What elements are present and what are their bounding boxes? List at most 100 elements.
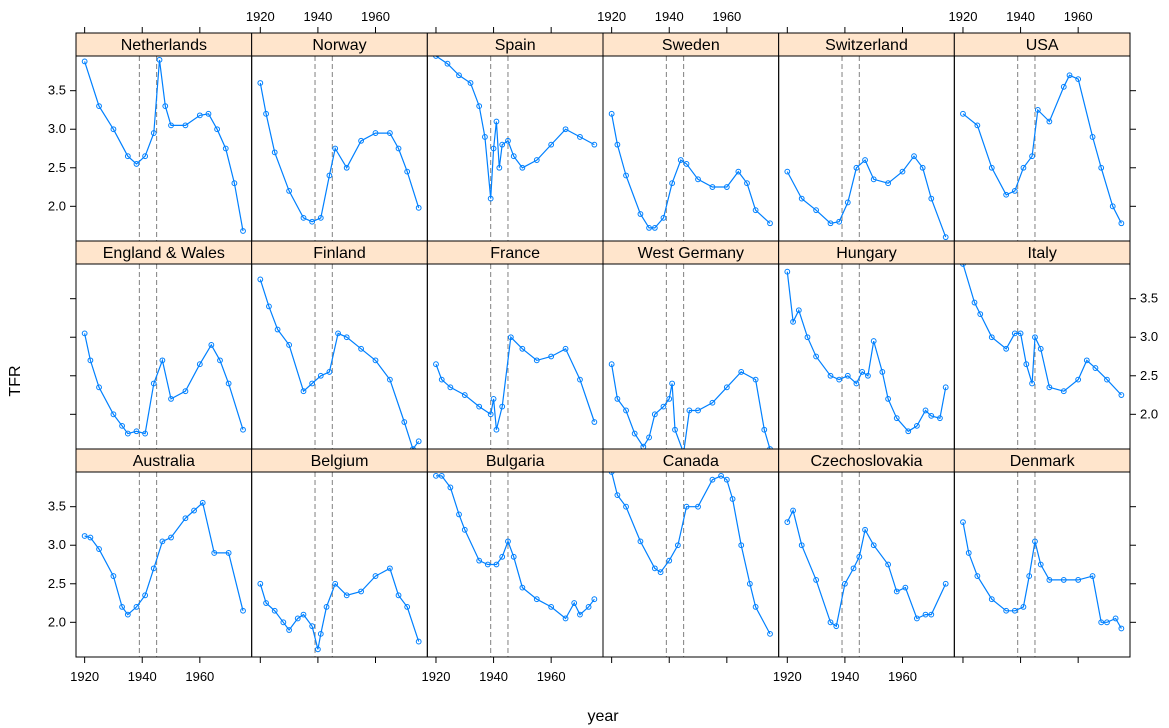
x-tick-label: 1960	[1064, 9, 1093, 24]
series-line	[84, 59, 244, 232]
data-point	[784, 268, 791, 275]
panel-frame	[602, 263, 780, 450]
data-point	[853, 380, 860, 387]
data-point	[343, 164, 350, 171]
panel-frame	[251, 471, 428, 658]
data-point	[358, 345, 364, 352]
data-point	[415, 204, 422, 211]
data-point	[614, 492, 621, 499]
y-tick-label: 3.5	[1140, 291, 1158, 306]
data-point	[182, 388, 189, 395]
x-tick-label: 1940	[479, 669, 508, 684]
data-point	[735, 168, 742, 175]
data-point	[343, 592, 350, 599]
data-point	[738, 542, 745, 549]
data-point	[1060, 83, 1067, 90]
series-line	[962, 74, 1122, 224]
data-point	[651, 224, 658, 231]
data-point	[813, 577, 820, 583]
x-axis-title: year	[587, 708, 619, 725]
data-point	[746, 580, 753, 587]
data-point	[196, 112, 203, 119]
panel-3: Sweden	[602, 32, 780, 242]
data-point	[493, 561, 500, 568]
panel-13: Belgium	[251, 448, 428, 658]
data-point	[870, 176, 877, 183]
data-point	[266, 303, 272, 310]
data-point	[326, 369, 333, 375]
data-point	[686, 407, 693, 414]
x-tick-label: 1960	[361, 9, 390, 24]
data-point	[1017, 330, 1024, 337]
panel-strip-label: Bulgaria	[486, 453, 545, 470]
series-line	[962, 264, 1122, 396]
data-point	[211, 550, 218, 556]
data-point	[608, 110, 615, 117]
data-point	[913, 615, 920, 622]
data-point	[960, 110, 966, 117]
panel-strip-label: Finland	[313, 245, 365, 262]
data-point	[631, 430, 638, 437]
panel-frame	[75, 471, 253, 658]
data-point	[548, 353, 555, 360]
data-point	[205, 110, 212, 117]
data-point	[110, 573, 117, 579]
panel-strip-label: Australia	[133, 453, 195, 470]
y-axis-title: TFR	[7, 365, 24, 396]
panel-frame	[602, 55, 780, 242]
panel-strip-label: Sweden	[662, 37, 720, 54]
data-point	[919, 164, 926, 171]
data-point	[257, 580, 264, 587]
data-point	[81, 330, 88, 337]
data-point	[493, 118, 500, 125]
data-point	[885, 561, 891, 568]
data-point	[885, 395, 891, 402]
data-point	[709, 399, 716, 406]
data-point	[404, 603, 411, 610]
data-point	[1098, 619, 1105, 626]
data-point	[585, 603, 592, 610]
data-point	[499, 141, 506, 148]
data-point	[928, 412, 935, 419]
data-point	[767, 220, 773, 227]
panel-strip-label: Hungary	[836, 245, 896, 262]
data-point	[729, 496, 736, 502]
panel-strip-label: Switzerland	[825, 37, 908, 54]
data-point	[767, 446, 773, 449]
data-point	[124, 153, 131, 160]
data-point	[637, 538, 644, 545]
data-point	[87, 357, 94, 364]
panel-frame	[426, 263, 604, 450]
data-point	[1023, 361, 1030, 368]
data-point	[752, 376, 759, 383]
data-point	[922, 407, 929, 414]
data-point	[81, 533, 88, 539]
data-point	[323, 603, 330, 610]
data-point	[988, 596, 995, 603]
data-point	[804, 334, 811, 341]
data-point	[300, 611, 307, 618]
data-point	[1026, 573, 1033, 579]
data-point	[257, 276, 264, 283]
panel-11: Italy	[953, 240, 1131, 450]
series-line	[786, 271, 947, 433]
data-point	[499, 553, 506, 560]
data-point	[96, 546, 102, 552]
data-point	[444, 60, 451, 67]
data-point	[182, 122, 189, 129]
panel-4: Switzerland	[778, 32, 955, 242]
data-point	[784, 168, 791, 175]
data-point	[660, 403, 667, 410]
data-point	[1046, 577, 1053, 583]
data-point	[386, 565, 393, 572]
panel-1: Norway	[251, 32, 428, 242]
panel-strip-label: Czechoslovakia	[810, 453, 922, 470]
data-point	[263, 600, 269, 606]
data-point	[96, 103, 102, 110]
data-point	[286, 627, 293, 633]
data-point	[222, 145, 229, 152]
data-point	[669, 180, 676, 187]
data-point	[695, 176, 701, 183]
data-point	[640, 443, 647, 449]
data-point	[487, 195, 494, 202]
